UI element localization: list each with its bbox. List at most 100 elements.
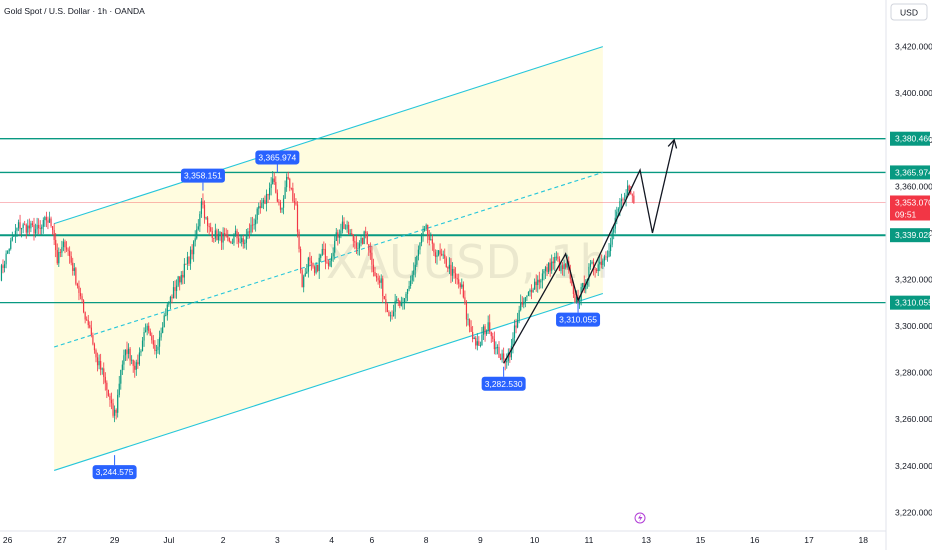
candle-body bbox=[428, 235, 430, 241]
candle-body bbox=[406, 289, 409, 294]
candle-body bbox=[275, 181, 277, 193]
candle-body bbox=[264, 200, 266, 204]
candle-body bbox=[262, 200, 264, 203]
candle-body bbox=[331, 256, 333, 261]
candle-body bbox=[98, 360, 100, 366]
candle-body bbox=[14, 230, 16, 236]
price-marker-box bbox=[556, 312, 601, 327]
level-price-tag bbox=[890, 295, 930, 310]
candle-body bbox=[134, 365, 136, 370]
flash-icon[interactable] bbox=[634, 512, 646, 524]
candle-body bbox=[566, 261, 568, 268]
candle-body bbox=[146, 325, 148, 331]
candle-body bbox=[145, 330, 147, 332]
candle-body bbox=[537, 279, 539, 286]
candle-body bbox=[592, 261, 595, 270]
candle-body bbox=[282, 198, 285, 208]
time-tick-label: 15 bbox=[696, 535, 706, 545]
candle-body bbox=[55, 239, 57, 251]
candle-body bbox=[323, 248, 325, 250]
candle-body bbox=[233, 234, 235, 243]
projection-layer[interactable] bbox=[503, 138, 678, 364]
candle-body bbox=[603, 256, 605, 261]
candle-body bbox=[535, 281, 537, 286]
candle-body bbox=[371, 252, 373, 265]
candle-body bbox=[548, 262, 550, 273]
price-tick-label: 3,320.000 bbox=[895, 275, 932, 285]
candle-body bbox=[0, 265, 3, 281]
candle-body bbox=[131, 359, 133, 361]
candle-body bbox=[245, 236, 247, 243]
candle-body bbox=[69, 250, 71, 257]
candle-body bbox=[137, 362, 139, 365]
candle-body bbox=[509, 352, 511, 358]
countdown-label: 09:51 bbox=[895, 209, 917, 219]
candle-body bbox=[92, 335, 94, 345]
candle-body bbox=[176, 285, 178, 291]
candle-body bbox=[585, 285, 587, 290]
candle-body bbox=[620, 199, 623, 202]
candle-body bbox=[540, 280, 542, 283]
candle-body bbox=[202, 201, 204, 205]
candle-body bbox=[623, 199, 626, 201]
candle-body bbox=[207, 217, 209, 226]
candle-body bbox=[317, 264, 319, 272]
candle-body bbox=[211, 231, 213, 238]
candle-body bbox=[162, 327, 164, 333]
candle-body bbox=[489, 322, 491, 332]
candle-body bbox=[56, 250, 58, 264]
candle-body bbox=[234, 230, 237, 235]
candle-body bbox=[362, 237, 364, 244]
candle-body bbox=[444, 254, 446, 259]
candle-body bbox=[78, 285, 80, 293]
candle-body bbox=[478, 341, 480, 346]
candle-body bbox=[306, 271, 308, 274]
candle-body bbox=[135, 362, 137, 370]
symbol-watermark: XAUUSD, 1h bbox=[326, 235, 609, 289]
candle-body bbox=[456, 277, 458, 280]
candle-body bbox=[386, 304, 388, 313]
candle-body bbox=[194, 238, 196, 242]
candle-body bbox=[219, 232, 221, 234]
price-marker-box bbox=[92, 465, 137, 480]
candle-body bbox=[269, 187, 271, 196]
candle-body bbox=[199, 214, 201, 227]
candle-body bbox=[482, 326, 485, 335]
level-price-label: 3,339.028 bbox=[895, 230, 932, 240]
candle-body bbox=[492, 336, 494, 339]
candle-body bbox=[475, 337, 477, 346]
candle-body bbox=[616, 211, 618, 218]
candle-body bbox=[617, 208, 619, 212]
candle-body bbox=[230, 241, 232, 244]
candle-body bbox=[140, 351, 142, 353]
candle-body bbox=[287, 176, 289, 179]
candle-body bbox=[315, 264, 317, 273]
candle-body bbox=[62, 241, 65, 248]
candle-body bbox=[448, 264, 450, 269]
candle-body bbox=[227, 235, 229, 238]
candle-body bbox=[25, 224, 27, 233]
candle-body bbox=[310, 260, 313, 264]
candle-body bbox=[391, 315, 393, 317]
currency-button[interactable]: USD bbox=[890, 3, 928, 21]
candle-body bbox=[242, 238, 244, 244]
candle-body bbox=[344, 228, 347, 230]
candle-body bbox=[523, 301, 525, 305]
candle-body bbox=[270, 184, 272, 188]
time-tick-label: 16 bbox=[750, 535, 760, 545]
candle-body bbox=[439, 250, 441, 254]
candle-body bbox=[228, 237, 230, 242]
candle-body bbox=[459, 283, 461, 288]
candle-body bbox=[365, 231, 367, 233]
candle-body bbox=[520, 302, 522, 311]
candle-body bbox=[619, 201, 621, 209]
candles-layer[interactable] bbox=[0, 171, 635, 423]
time-tick-label: 9 bbox=[478, 535, 483, 545]
candle-body bbox=[107, 389, 109, 396]
time-axis[interactable]: 26 27 29 Jul 2 3 4 6 8 9 10 11 13 15 16 17 18 bbox=[0, 530, 886, 545]
candle-body bbox=[600, 261, 602, 266]
candle-body bbox=[546, 267, 548, 273]
price-axis[interactable]: 3,220.000 3,240.000 3,260.000 3,280.000 3,30… bbox=[885, 0, 932, 550]
candle-body bbox=[530, 290, 533, 293]
